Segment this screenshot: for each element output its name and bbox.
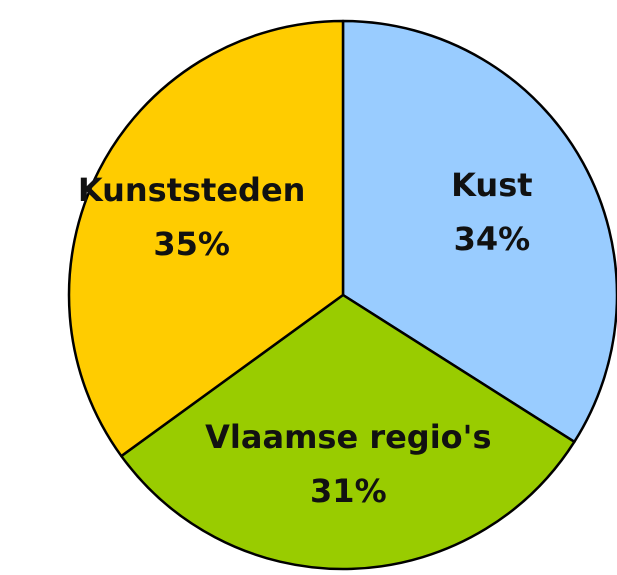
slice-label: Vlaamse regio's [205, 418, 491, 456]
value-label: 34% [454, 220, 531, 258]
slice-label: Kunststeden [78, 171, 306, 209]
pie-slice [120, 293, 576, 571]
value-label: 31% [310, 472, 387, 510]
pie-slice [341, 19, 617, 444]
pie-slice [67, 19, 345, 458]
slice-label: Kust [451, 166, 532, 204]
value-label: 35% [153, 225, 230, 263]
